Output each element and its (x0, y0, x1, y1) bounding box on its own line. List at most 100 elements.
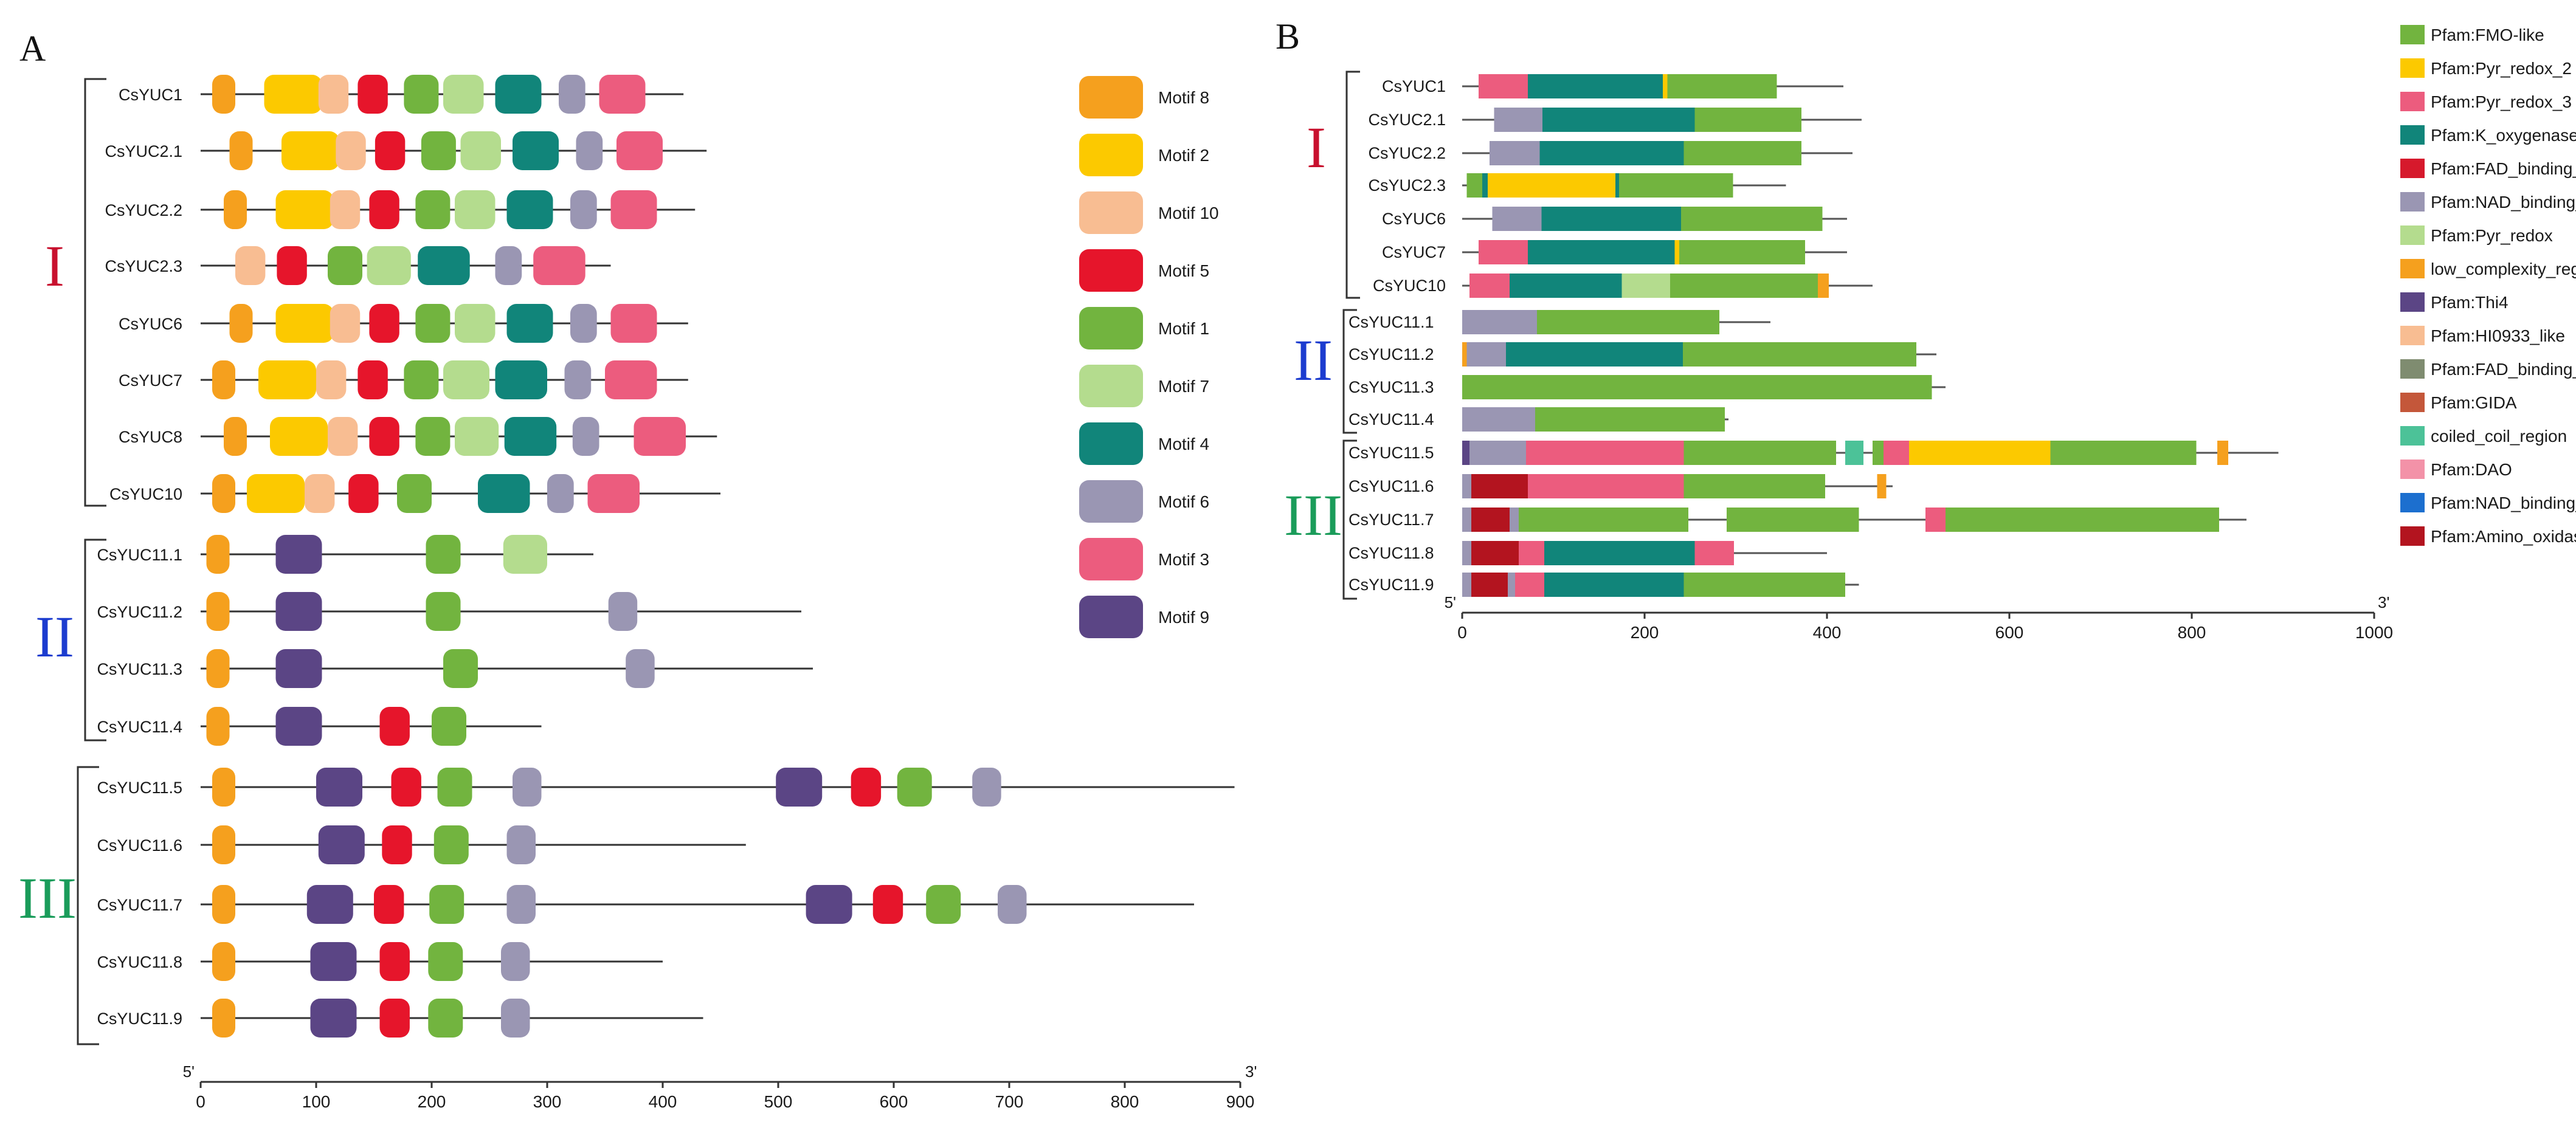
motif-block-motif-6 (547, 474, 574, 513)
motif-block-motif-8 (212, 75, 235, 114)
motif-block-motif-7 (455, 190, 496, 229)
motif-block-motif-1 (328, 246, 362, 285)
five-prime-label: 5' (1445, 593, 1456, 611)
legend-swatch (2400, 159, 2425, 178)
motif-gene-row: CsYUC2.3 (105, 246, 611, 285)
group-bracket-line (77, 766, 99, 1045)
motif-block-motif-7 (455, 417, 499, 456)
legend-item: Pfam:NAD_binding_9 (2400, 493, 2576, 512)
domain-block-pfam-k-oxygenase (1506, 342, 1683, 367)
domain-block-pfam-fmo-like (1462, 375, 1932, 399)
domain-block-pfam-nad-binding-8 (1462, 508, 1471, 532)
motif-block-motif-6 (972, 768, 1001, 807)
domain-block-pfam-nad-binding-8 (1462, 573, 1471, 597)
motif-gene-row: CsYUC11.2 (97, 592, 801, 631)
domain-block-pfam-fmo-like (1873, 441, 1884, 465)
domain-gene-row: CsYUC10 (1373, 274, 1873, 298)
group-bracket-line (84, 78, 106, 507)
domain-block-pfam-pyr-redox-3 (1528, 474, 1684, 498)
legend-label: coiled_coil_region (2431, 427, 2567, 446)
motif-block-motif-4 (418, 246, 470, 285)
motif-block-motif-1 (926, 885, 961, 924)
motif-block-motif-1 (415, 417, 451, 456)
motif-block-motif-2 (258, 360, 316, 399)
legend-label: Motif 3 (1158, 550, 1209, 569)
motif-block-motif-10 (330, 304, 361, 343)
domain-gene-row: CsYUC11.5 (1348, 441, 2279, 465)
motif-block-motif-5 (375, 131, 406, 170)
domain-block-pfam-amino-oxidase (1471, 573, 1508, 597)
legend-label: Pfam:FAD_binding_2 (2431, 360, 2576, 379)
domain-block-pfam-fmo-like (1727, 508, 1859, 532)
gene-label: CsYUC11.6 (1348, 477, 1434, 495)
motif-block-motif-7 (367, 246, 411, 285)
legend-swatch (1079, 76, 1143, 119)
legend-label: Pfam:NAD_binding_8 (2431, 193, 2576, 212)
motif-block-motif-1 (426, 592, 461, 631)
motif-block-motif-9 (275, 649, 322, 688)
motif-block-motif-5 (369, 190, 399, 229)
legend-label: low_complexity_region (2431, 260, 2576, 278)
motif-block-motif-3 (634, 417, 686, 456)
motif-block-motif-2 (247, 474, 305, 513)
domain-block-pfam-fmo-like (1946, 508, 2219, 532)
legend-swatch (2400, 493, 2425, 512)
domain-block-pfam-pyr-redox-2 (1488, 173, 1615, 198)
gene-label: CsYUC11.4 (97, 718, 182, 736)
domain-block-pfam-fmo-like (1535, 407, 1725, 432)
domain-block-pfam-nad-binding-8 (1466, 342, 1506, 367)
x-axis: 0 100 200 300 400 500 600 700 800 900 5' 3' (183, 1062, 1257, 1111)
domain-block-pfam-fmo-like (1466, 173, 1482, 198)
motif-block-motif-4 (506, 304, 553, 343)
motif-block-motif-8 (224, 417, 247, 456)
legend-item: Pfam:FMO-like (2400, 25, 2544, 44)
legend-label: Motif 6 (1158, 492, 1209, 511)
domain-block-pfam-fmo-like (1681, 207, 1823, 231)
domain-block-pfam-pyr-redox-3 (1925, 508, 1946, 532)
legend-item: Motif 3 (1079, 538, 1209, 580)
motif-block-motif-3 (587, 474, 640, 513)
motif-block-motif-3 (616, 131, 663, 170)
motif-block-motif-1 (429, 885, 464, 924)
domain-block-low-complexity-region (1877, 474, 1887, 498)
legend-item: Pfam:FAD_binding_2 (2400, 359, 2576, 379)
five-prime-label: 5' (183, 1062, 195, 1081)
domain-block-pfam-fmo-like (1667, 74, 1777, 98)
legend-swatch (2400, 526, 2425, 546)
x-tick-label: 200 (1631, 623, 1659, 642)
motif-block-motif-10 (330, 190, 361, 229)
legend-swatch (2400, 125, 2425, 145)
motif-gene-row: CsYUC1 (119, 75, 684, 114)
legend-swatch (1079, 596, 1143, 638)
domain-block-pfam-k-oxygenase (1482, 173, 1488, 198)
legend-label: Motif 2 (1158, 146, 1209, 165)
domain-gene-row: CsYUC2.3 (1368, 173, 1786, 198)
domain-gene-row: CsYUC7 (1382, 240, 1847, 264)
legend-swatch (1079, 249, 1143, 292)
motif-block-motif-5 (348, 474, 379, 513)
motif-block-motif-5 (369, 417, 399, 456)
gene-label: CsYUC11.8 (1348, 544, 1434, 562)
motif-block-motif-5 (872, 885, 903, 924)
motif-gene-row: CsYUC11.8 (97, 942, 663, 981)
legend-item: Motif 8 (1079, 76, 1209, 119)
legend-swatch (2400, 426, 2425, 446)
motif-block-motif-8 (212, 885, 235, 924)
x-tick-label: 800 (1111, 1092, 1139, 1111)
x-tick-label: 900 (1226, 1092, 1255, 1111)
gene-label: CsYUC2.2 (105, 201, 182, 219)
motif-block-motif-9 (776, 768, 823, 807)
motif-block-motif-2 (281, 131, 339, 170)
motif-block-motif-1 (433, 825, 469, 864)
domain-block-pfam-fmo-like (1537, 310, 1719, 334)
domain-block-pfam-thi4 (1462, 441, 1469, 465)
domain-block-low-complexity-region (1818, 274, 1829, 298)
group-label: II (1294, 328, 1333, 393)
domain-gene-row: CsYUC1 (1382, 74, 1843, 98)
motif-block-motif-8 (212, 768, 235, 807)
motif-block-motif-6 (570, 304, 597, 343)
motif-block-motif-5 (374, 885, 404, 924)
legend-swatch (2400, 225, 2425, 245)
panel-a-letter: A (19, 29, 46, 69)
motif-block-motif-7 (460, 131, 501, 170)
